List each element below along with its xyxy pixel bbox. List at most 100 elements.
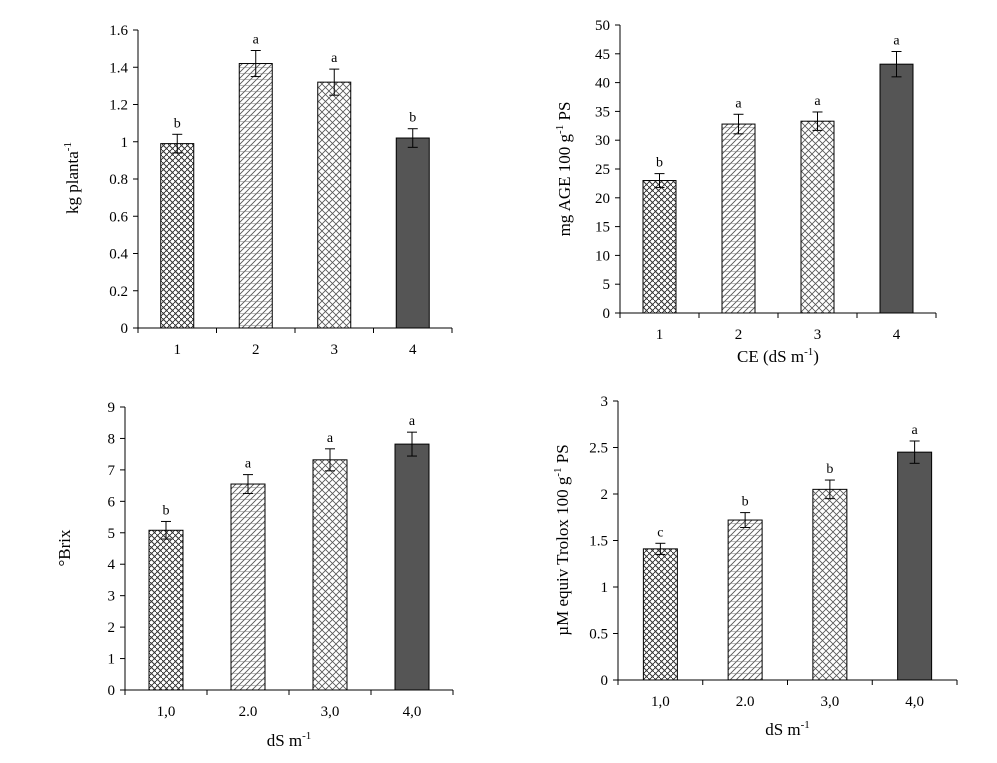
y-tick-label: 1 [121,135,129,151]
x-tick-label: 3 [331,342,339,358]
y-tick-label: 0.6 [109,209,128,225]
x-axis-label-superscript: -1 [804,346,813,358]
y-axis-label-tail: PS [555,102,574,125]
y-axis-label: °Brix [55,529,74,567]
significance-letter: a [253,32,260,47]
y-tick-label: 1.4 [109,60,128,76]
y-axis-label: mg AGE 100 g-1 PS [554,102,574,237]
x-tick-label: 1,0 [651,694,670,710]
bar [642,548,678,681]
significance-letter: a [814,94,821,109]
y-tick-label: 40 [595,76,610,92]
bar [160,143,195,329]
significance-letter: c [657,525,663,540]
bar [721,123,756,314]
y-tick-label: 20 [595,191,610,207]
chart-panel: 0 5 10 15 20 25 30 35 40 45 50 b 1 a 2 a 3 a 4 mg AGE 100 g… [554,18,937,366]
significance-letter: a [409,414,416,429]
x-tick-label: 3,0 [321,704,340,720]
x-tick-label: 1 [656,327,664,343]
x-tick-label: 2 [735,327,743,343]
x-tick-label: 4 [893,327,901,343]
y-tick-label: 1 [108,652,116,668]
y-tick-label: 7 [108,463,116,479]
y-tick-label: 25 [595,162,610,178]
x-axis-label-superscript: -1 [302,730,311,742]
y-tick-label: 1.6 [109,23,128,39]
bar [238,63,273,329]
bar [317,81,352,329]
y-tick-label: 0 [601,673,609,689]
y-axis-label-tail: PS [553,444,572,467]
x-tick-label: 3 [814,327,822,343]
x-axis-label-text: dS m [765,720,800,739]
x-axis-label-tail: ) [813,347,819,366]
bar [394,443,430,691]
y-tick-label: 0.2 [109,284,128,300]
y-tick-label: 2 [108,620,116,636]
significance-letter: a [893,33,900,48]
y-tick-label: 45 [595,47,610,63]
bar [727,519,763,681]
y-tick-label: 8 [108,431,116,447]
y-axis-label-superscript: -1 [554,125,566,134]
y-tick-label: 4 [108,557,116,573]
y-tick-label: 0.4 [109,247,128,263]
significance-letter: b [656,156,663,171]
x-tick-label: 2 [252,342,260,358]
y-tick-label: 30 [595,133,610,149]
y-tick-label: 5 [603,277,611,293]
x-axis-label-text: CE (dS m [737,347,804,366]
significance-letter: a [331,51,338,66]
y-axis-label-text: °Brix [55,529,74,567]
y-tick-label: 0.5 [589,627,608,643]
significance-letter: a [245,457,252,472]
bar [148,529,184,691]
y-axis-label-text: kg planta [63,151,82,214]
y-tick-label: 3 [601,394,609,410]
y-tick-label: 1.5 [589,534,608,550]
bar [230,483,266,691]
y-tick-label: 9 [108,400,116,416]
x-tick-label: 3,0 [821,694,840,710]
y-axis-label-text: mg AGE 100 g [555,133,574,236]
x-tick-label: 2.0 [239,704,258,720]
x-axis-label-superscript: -1 [801,719,810,731]
x-tick-label: 4 [409,342,417,358]
y-tick-label: 0 [108,683,116,699]
y-tick-label: 0 [603,306,611,322]
x-tick-label: 4,0 [403,704,422,720]
x-tick-label: 1,0 [157,704,176,720]
x-tick-label: 1 [174,342,182,358]
y-axis-label-superscript: -1 [552,467,564,476]
significance-letter: a [327,431,334,446]
significance-letter: a [912,423,919,438]
bar [642,180,677,314]
y-tick-label: 1 [601,580,609,596]
x-tick-label: 2.0 [736,694,755,710]
y-axis-label-superscript: -1 [62,142,74,151]
x-tick-label: 4,0 [905,694,924,710]
y-axis-label-text: µM equiv Trolox 100 g [553,476,572,636]
x-axis-label: dS m-1 [765,719,810,739]
y-tick-label: 50 [595,18,610,34]
significance-letter: b [826,462,833,477]
y-tick-label: 1.2 [109,98,128,114]
bar [800,120,835,314]
y-tick-label: 2 [601,487,609,503]
bar [812,488,848,681]
x-axis-label-text: dS m [267,731,302,750]
y-tick-label: 5 [108,526,116,542]
y-tick-label: 0 [121,321,129,337]
x-axis-label: dS m-1 [267,730,312,750]
bar [312,459,348,691]
y-tick-label: 2.5 [589,441,608,457]
chart-panel: 0 0.2 0.4 0.6 0.8 1 1.2 1.4 1.6 b 1 a 2 a 3 b 4 kg planta… [62,23,453,358]
significance-letter: b [742,495,749,510]
y-tick-label: 0.8 [109,172,128,188]
significance-letter: b [163,503,170,518]
bar [897,451,933,681]
y-tick-label: 10 [595,248,610,264]
